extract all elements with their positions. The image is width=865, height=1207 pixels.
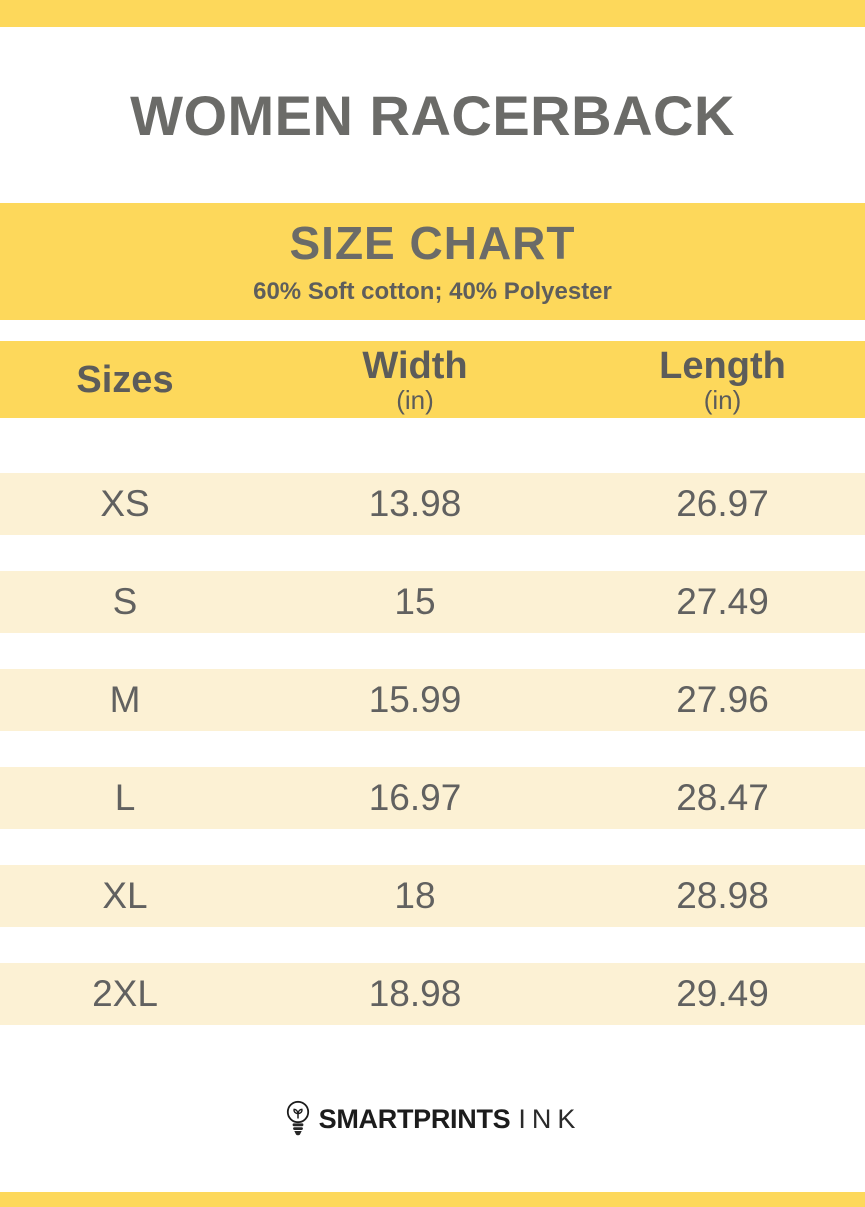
size-cell: L: [114, 777, 136, 818]
size-row: XL 18 28.98: [0, 865, 865, 927]
bottom-accent-bar: [0, 1192, 865, 1207]
brand-logo: SMARTPRINTS INK: [0, 1096, 865, 1142]
size-chart-banner: SIZE CHART 60% Soft cotton; 40% Polyeste…: [0, 203, 865, 320]
size-row: XS 13.98 26.97: [0, 473, 865, 535]
length-cell: 27.96: [676, 679, 769, 720]
size-row: 2XL 18.98 29.49: [0, 963, 865, 1025]
size-row: S 15 27.49: [0, 571, 865, 633]
size-cell: XS: [100, 483, 150, 524]
width-cell: 15.99: [368, 679, 462, 720]
width-cell: 18: [394, 875, 436, 916]
size-cell: S: [112, 581, 138, 622]
width-cell: 16.97: [368, 777, 462, 818]
length-column-label: Length: [659, 344, 786, 387]
size-cell: XL: [102, 875, 148, 916]
size-row: L 16.97 28.47: [0, 767, 865, 829]
width-column-unit: (in): [396, 384, 434, 415]
fabric-composition: 60% Soft cotton; 40% Polyester: [253, 277, 612, 305]
length-column-unit: (in): [703, 384, 742, 415]
lightbulb-icon: [284, 1100, 312, 1138]
length-cell: 29.49: [676, 973, 769, 1014]
length-cell: 26.97: [676, 483, 769, 524]
size-cell: M: [109, 679, 141, 720]
top-accent-bar: [0, 0, 865, 27]
width-cell: 18.98: [368, 973, 462, 1014]
brand-name-bold: SMARTPRINTS: [318, 1103, 511, 1134]
length-cell: 28.47: [676, 777, 769, 818]
width-cell: 15: [394, 581, 436, 622]
size-cell: 2XL: [92, 973, 158, 1014]
width-column-label: Width: [362, 344, 468, 387]
length-cell: 28.98: [676, 875, 769, 916]
brand-name-light: INK: [518, 1103, 582, 1134]
column-header-sizes: Sizes: [0, 341, 250, 418]
size-chart-heading: SIZE CHART: [289, 216, 576, 269]
width-cell: 13.98: [368, 483, 462, 524]
column-header-width: Width (in): [250, 341, 580, 418]
table-header-row: Sizes Width (in) Length (in): [0, 341, 865, 418]
length-cell: 27.49: [676, 581, 769, 622]
sizes-column-label: Sizes: [76, 358, 174, 401]
size-row: M 15.99 27.96: [0, 669, 865, 731]
column-header-length: Length (in): [580, 341, 865, 418]
product-title: WOMEN RACERBACK: [130, 84, 735, 147]
